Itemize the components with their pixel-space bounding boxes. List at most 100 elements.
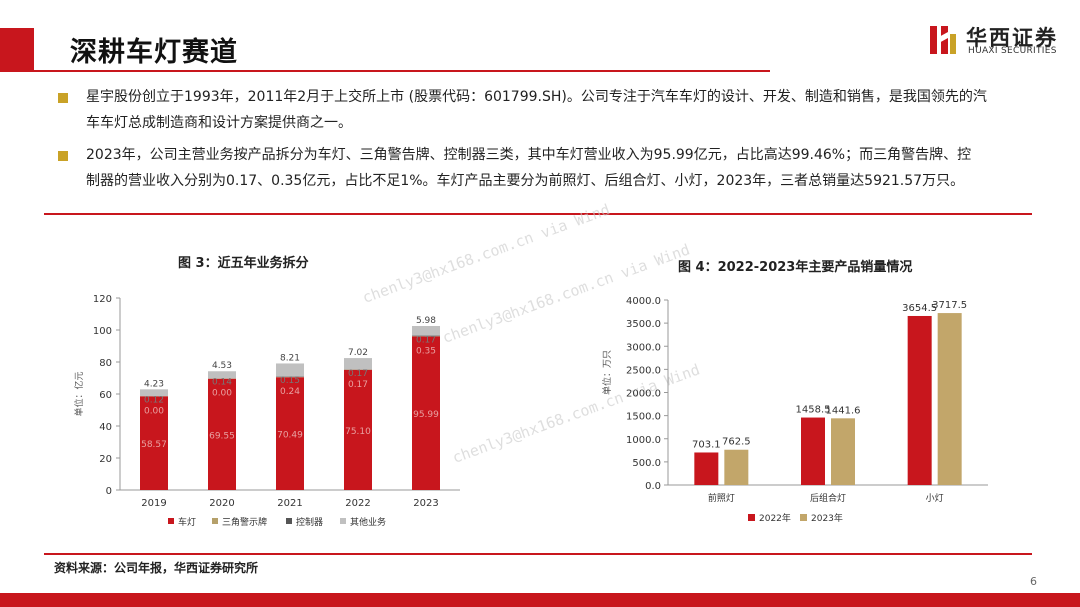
header-accent-bar (0, 28, 34, 70)
bar-segment (412, 335, 440, 337)
bullet-text: 2023年，公司主营业务按产品拆分为车灯、三角警告牌、控制器三类，其中车灯营业收… (86, 142, 1046, 194)
bar (694, 452, 719, 485)
y-tick-label: 1000.0 (626, 435, 661, 446)
bullet-marker (58, 151, 68, 161)
bar-segment (140, 396, 168, 490)
page-number: 6 (1030, 575, 1037, 588)
y-tick-label: 80 (99, 358, 112, 369)
x-tick-label: 2020 (209, 498, 234, 509)
bar (937, 313, 962, 485)
legend-swatch (800, 514, 807, 521)
data-label: 3654.5 (902, 303, 937, 314)
y-tick-label: 2000.0 (626, 389, 661, 400)
bullet-line: 星宇股份创立于1993年，2011年2月于上交所上市 (股票代码：601799.… (86, 89, 987, 105)
x-tick-label: 小灯 (926, 493, 944, 504)
chart-title: 图 4：2022-2023年主要产品销量情况 (678, 260, 913, 275)
data-label: 1458.5 (796, 405, 831, 416)
x-tick-label: 2023 (413, 498, 438, 509)
data-label: 0.24 (280, 387, 300, 397)
y-tick-label: 40 (99, 422, 112, 433)
legend-label: 三角警示牌 (222, 516, 267, 528)
data-label: 58.57 (141, 440, 167, 450)
bar-segment (412, 336, 440, 490)
bar-segment (140, 389, 168, 397)
data-label: 4.53 (212, 361, 232, 371)
y-tick-label: 4000.0 (626, 296, 661, 307)
bar (907, 315, 932, 485)
bar-segment (412, 326, 440, 336)
data-label: 1441.6 (826, 405, 861, 416)
data-label: 5.98 (416, 316, 436, 326)
bullet-line: 车车灯总成制造商和设计方案提供商之一。 (86, 115, 352, 131)
section-divider (44, 213, 1032, 215)
data-label: 762.5 (722, 437, 751, 448)
x-tick-label: 2019 (141, 498, 166, 509)
data-label: 0.17 (348, 380, 368, 390)
header-divider (0, 70, 770, 72)
bar (831, 418, 855, 485)
source-note: 资料来源：公司年报，华西证券研究所 (54, 561, 259, 575)
legend-label: 车灯 (178, 516, 196, 528)
y-axis-label: 单位：万只 (601, 350, 613, 395)
bar (724, 449, 749, 485)
legend-swatch (212, 518, 218, 524)
source-divider (44, 553, 1032, 555)
bar-segment (344, 358, 372, 370)
data-label: 0.17 (348, 369, 368, 379)
legend-swatch (340, 518, 346, 524)
x-tick-label: 2021 (277, 498, 302, 509)
huaxi-logo-icon (930, 26, 956, 54)
y-axis-label: 单位：亿元 (73, 371, 85, 416)
data-label: 0.15 (280, 376, 300, 386)
y-tick-label: 3000.0 (626, 342, 661, 353)
data-label: 95.99 (413, 410, 439, 420)
data-label: 8.21 (280, 353, 300, 363)
legend-label: 控制器 (296, 516, 323, 528)
bullet-marker (58, 93, 68, 103)
y-tick-label: 120 (93, 294, 112, 305)
bar (801, 417, 825, 485)
legend-label: 2023年 (811, 512, 843, 524)
legend-label: 其他业务 (350, 516, 386, 528)
footer-bar (0, 593, 1080, 607)
data-label: 69.55 (209, 431, 235, 441)
data-label: 3717.5 (932, 300, 967, 311)
bullet-text: 星宇股份创立于1993年，2011年2月于上交所上市 (股票代码：601799.… (86, 84, 1046, 136)
chart-title: 图 3：近五年业务拆分 (178, 256, 309, 271)
data-label: 4.23 (144, 379, 164, 389)
data-label: 7.02 (348, 348, 368, 358)
data-label: 0.12 (144, 395, 164, 405)
legend-swatch (748, 514, 755, 521)
y-tick-label: 3500.0 (626, 319, 661, 330)
y-tick-label: 0.0 (645, 481, 661, 492)
data-label: 0.00 (212, 389, 232, 399)
bar-segment (208, 378, 236, 490)
y-tick-label: 0 (106, 486, 112, 497)
y-tick-label: 100 (93, 326, 112, 337)
legend-label: 2022年 (759, 512, 791, 524)
data-label: 0.00 (144, 406, 164, 416)
chart-product-sales: 0.0 500.0 1000.0 1500.0 2000.0 2500.0 3000.0 35… (601, 296, 988, 524)
page-title: 深耕车灯赛道 (70, 37, 238, 68)
data-label: 0.35 (416, 346, 436, 356)
legend-swatch (168, 518, 174, 524)
data-label: 0.14 (212, 378, 232, 388)
bar-segment (276, 377, 304, 490)
x-tick-label: 前照灯 (708, 492, 735, 504)
legend-swatch (286, 518, 292, 524)
bar-segment (208, 371, 236, 379)
y-tick-label: 2500.0 (626, 365, 661, 376)
y-tick-label: 500.0 (632, 458, 661, 469)
x-tick-label: 后组合灯 (810, 492, 846, 504)
bullet-line: 2023年，公司主营业务按产品拆分为车灯、三角警告牌、控制器三类，其中车灯营业收… (86, 147, 972, 163)
bar-segment (276, 363, 304, 377)
data-label: 0.17 (416, 335, 436, 345)
logo-subtext: HUAXI SECURITIES (968, 46, 1057, 56)
data-label: 70.49 (277, 431, 303, 441)
y-tick-label: 60 (99, 390, 112, 401)
data-label: 703.1 (692, 439, 721, 450)
x-tick-label: 2022 (345, 498, 370, 509)
bar-segment (344, 369, 372, 490)
data-label: 75.10 (345, 427, 371, 437)
y-tick-label: 1500.0 (626, 412, 661, 423)
